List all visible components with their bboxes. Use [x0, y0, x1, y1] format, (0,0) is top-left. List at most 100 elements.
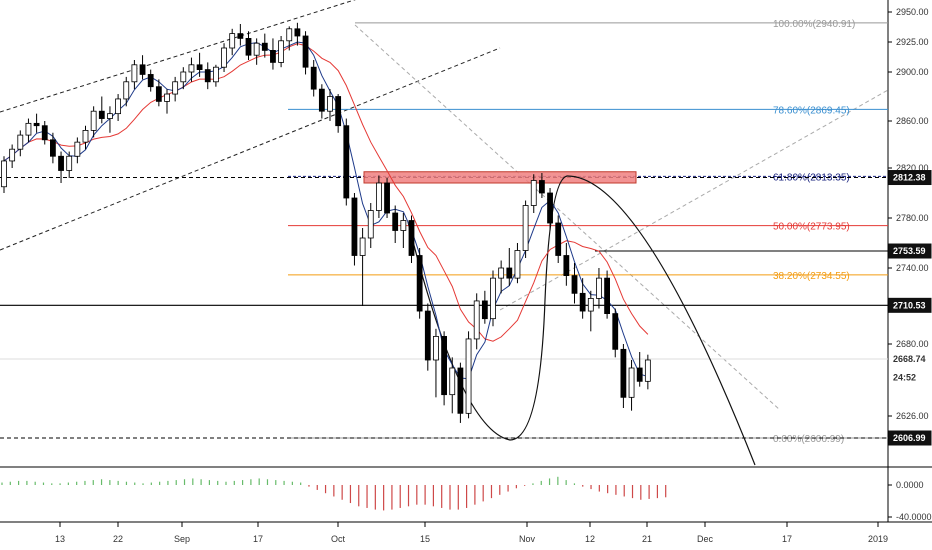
candle: [579, 278, 586, 319]
candle: [66, 151, 73, 178]
candle: [343, 118, 350, 206]
x-tick-label: Nov: [519, 534, 536, 544]
candle-body: [343, 125, 350, 199]
candle: [506, 248, 513, 286]
candle: [620, 344, 627, 408]
price-box-label: 2710.53: [893, 300, 926, 310]
candle: [270, 38, 276, 70]
candle-body: [555, 222, 562, 256]
candle: [50, 132, 56, 164]
candle-body: [58, 155, 64, 171]
candle-body: [441, 335, 448, 396]
histogram-y-tick-label: -40.0000: [896, 512, 932, 522]
candle: [596, 268, 602, 309]
candle-body: [384, 182, 390, 214]
candle-body: [196, 64, 203, 71]
candle: [335, 94, 342, 133]
cup-arc-pattern: [407, 175, 756, 466]
candle-body: [587, 297, 594, 312]
candle-body: [530, 180, 537, 206]
price-box-bg: [889, 370, 931, 385]
candle: [286, 26, 293, 51]
candle-body: [253, 42, 260, 56]
candle-body: [433, 335, 439, 361]
candle-body: [180, 71, 187, 83]
candle: [139, 55, 146, 80]
candle-body: [82, 129, 89, 143]
candle-body: [539, 180, 545, 194]
price-box-label: 2753.59: [893, 246, 926, 256]
candle: [408, 215, 415, 263]
candle: [490, 270, 496, 327]
candle: [571, 263, 578, 304]
candle: [400, 213, 407, 248]
candle-body: [481, 300, 488, 320]
candle-body: [620, 348, 627, 398]
candle: [457, 362, 464, 423]
x-tick-label: Oct: [331, 534, 346, 544]
x-tick-label: 22: [113, 534, 123, 544]
candle: [318, 84, 325, 119]
price-box-label: 24:52: [893, 372, 916, 382]
candle: [33, 113, 40, 133]
candle: [131, 60, 138, 90]
candle-body: [50, 139, 56, 157]
candle-body: [294, 28, 301, 37]
candle-body: [229, 33, 236, 49]
candle: [261, 33, 268, 58]
candle: [351, 193, 358, 266]
price-box-label: 2812.38: [893, 173, 926, 183]
candle: [359, 228, 366, 306]
candle: [473, 293, 480, 350]
candle: [449, 357, 456, 414]
candle-body: [327, 96, 333, 112]
candle-body: [164, 93, 170, 102]
y-tick-label: 2780.00: [896, 213, 929, 223]
candle: [253, 38, 260, 65]
candle: [294, 22, 301, 46]
price-box: 24:52: [889, 370, 931, 385]
candle: [539, 173, 545, 198]
candle: [180, 67, 187, 90]
price-box-bg: [888, 430, 932, 446]
candle-body: [628, 367, 635, 398]
price-box-bg: [888, 170, 932, 186]
candle: [498, 260, 505, 294]
candle: [115, 94, 121, 121]
price-box: 2606.99: [888, 430, 932, 446]
candle-body: [17, 134, 24, 150]
candle: [636, 352, 643, 387]
price-box-label: 2606.99: [893, 433, 926, 443]
candle: [204, 62, 211, 90]
candle-body: [392, 212, 399, 231]
price-box: 2710.53: [888, 297, 932, 313]
candle-body: [514, 250, 521, 279]
candle-body: [563, 255, 570, 277]
candle: [384, 178, 390, 218]
y-tick-label: 2860.00: [896, 116, 929, 126]
candle-body: [579, 292, 586, 312]
price-box-bg: [888, 297, 932, 313]
candle: [481, 290, 488, 324]
candle-body: [212, 66, 219, 83]
candle-body: [147, 74, 154, 88]
candle: [514, 243, 521, 284]
candle-body: [302, 35, 309, 68]
candle: [433, 328, 439, 398]
candle-body: [74, 141, 81, 157]
candle-body: [424, 310, 431, 361]
x-tick-label: 17: [253, 534, 263, 544]
candle: [17, 130, 24, 157]
candle: [155, 79, 162, 107]
candle-body: [498, 267, 505, 279]
y-tick-label: 2740.00: [896, 263, 929, 273]
x-tick-label: 12: [585, 534, 595, 544]
candle-body: [237, 33, 244, 39]
candle: [628, 360, 635, 411]
channel-upper-line: [0, 0, 356, 113]
candle-body: [204, 69, 211, 83]
x-tick-label: 13: [55, 534, 65, 544]
candle: [172, 76, 179, 102]
candle: [98, 96, 105, 124]
